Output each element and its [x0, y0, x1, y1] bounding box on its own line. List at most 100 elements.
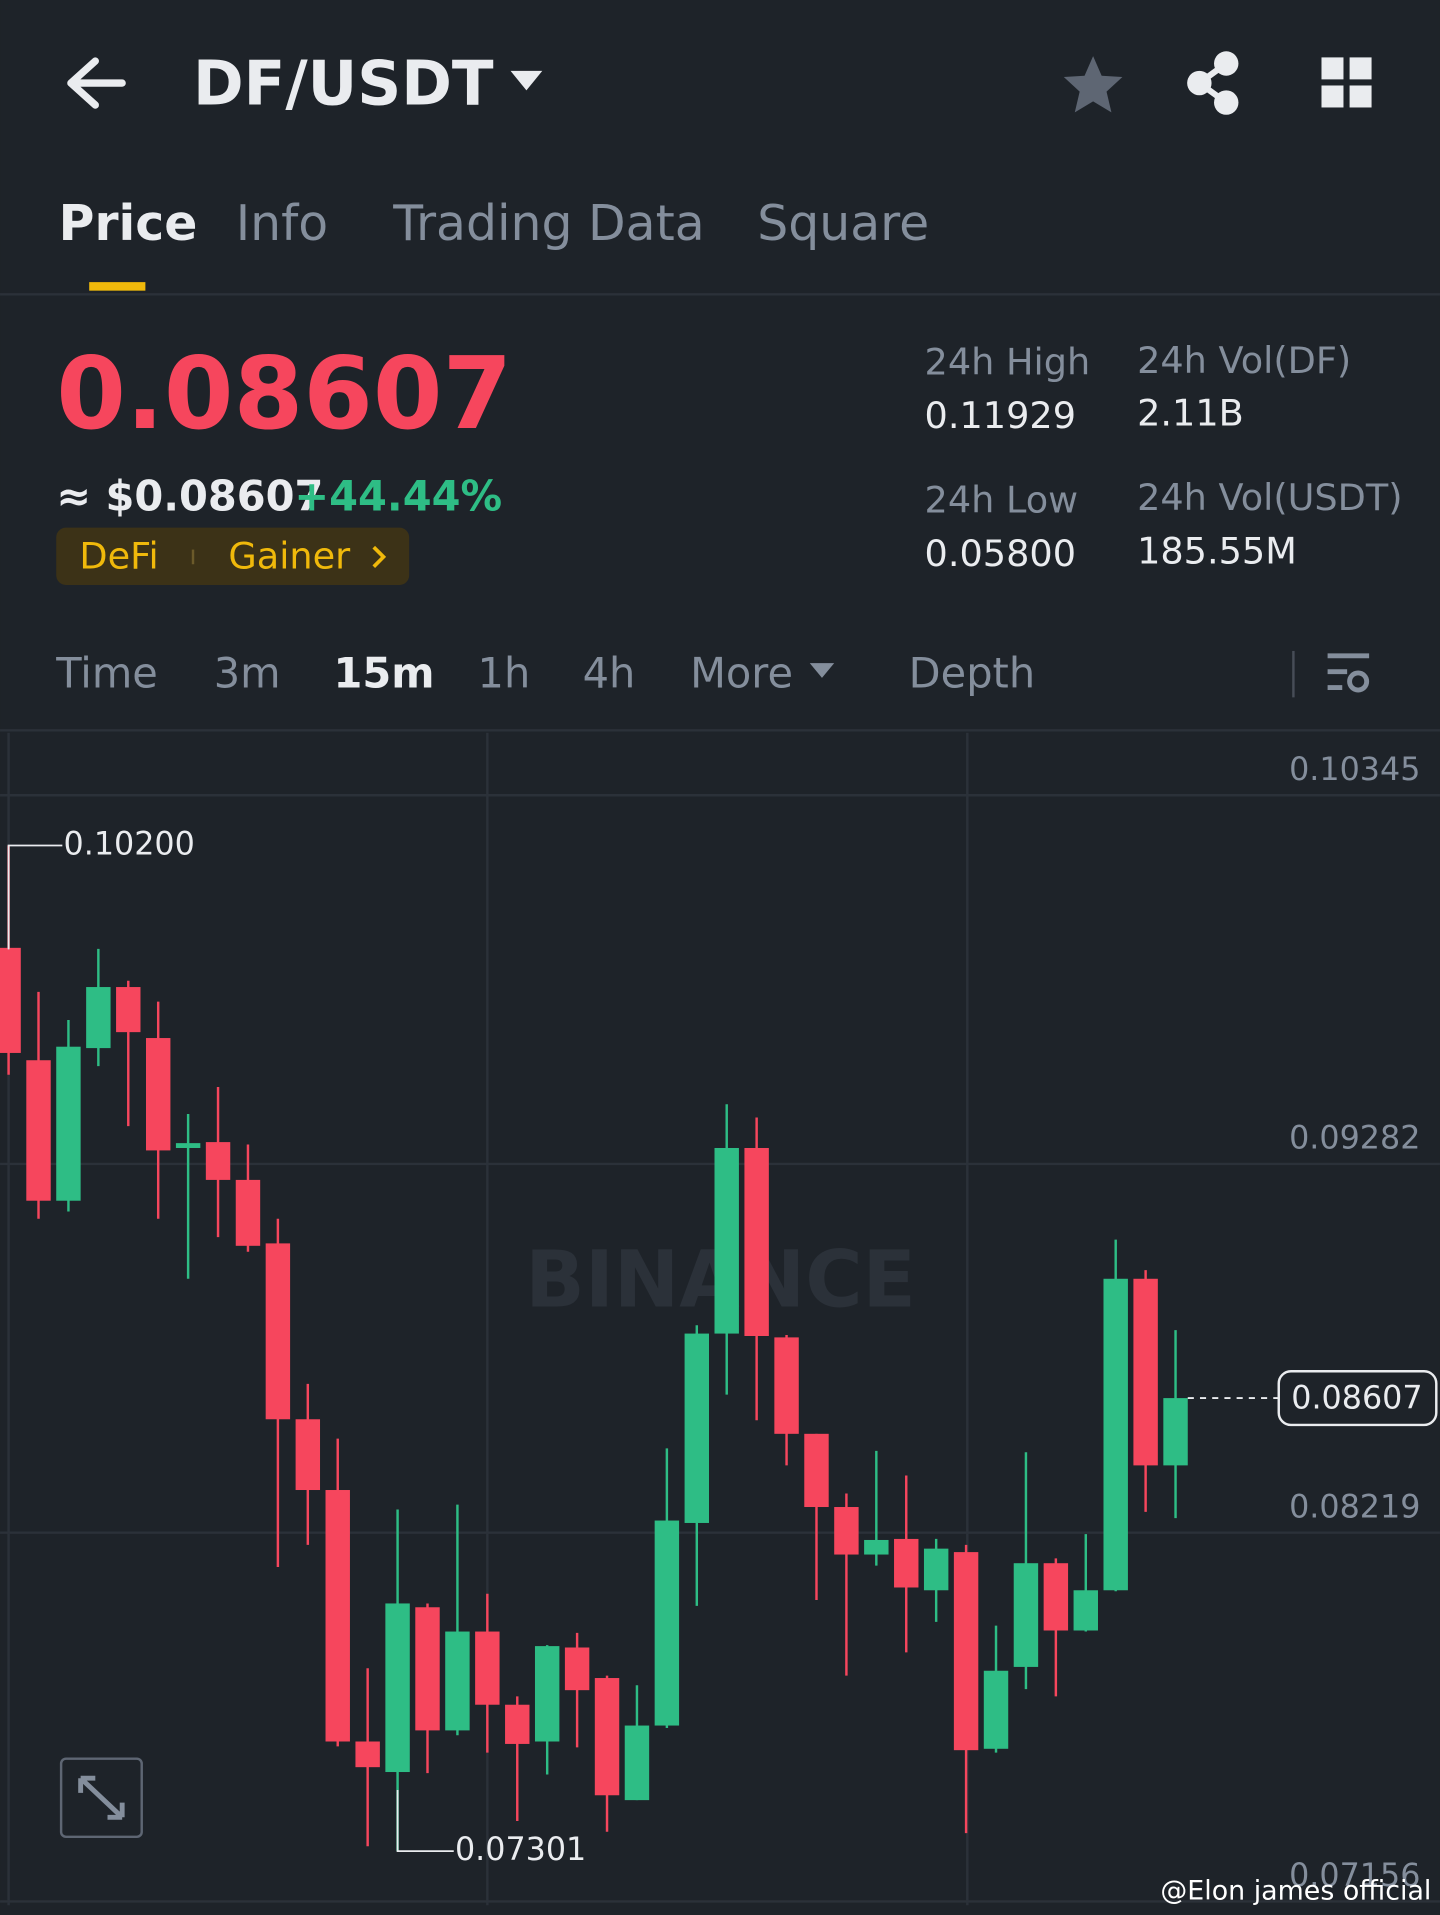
last-price-box [1277, 1370, 1438, 1427]
candle-body [654, 1520, 680, 1726]
candle-body [564, 1647, 590, 1691]
candle-body [475, 1631, 500, 1705]
back-arrow [67, 57, 126, 109]
candle-body [26, 1060, 51, 1201]
candle-body [445, 1631, 470, 1731]
stat-value: 2.11B [1137, 392, 1244, 435]
grid-cell [1321, 85, 1344, 108]
candle-body [175, 1143, 201, 1148]
high-marker-label: 0.10200 [64, 827, 195, 863]
grid-cell [1321, 57, 1344, 80]
last-price: 0.08607 [56, 335, 512, 452]
candle-body [894, 1538, 919, 1588]
candle-body [205, 1142, 231, 1180]
candle-body [744, 1147, 769, 1337]
candle-body [594, 1678, 620, 1796]
grid-cell [1349, 57, 1372, 80]
candle-body [983, 1670, 1009, 1749]
credit: @Elon james official [1160, 1875, 1431, 1906]
tab[interactable]: Square [757, 195, 929, 252]
settings-lines [1327, 653, 1370, 691]
candle-body [1043, 1563, 1069, 1631]
share-icon[interactable] [1187, 51, 1239, 115]
interval[interactable]: Time [55, 649, 158, 698]
settings-gear [1347, 670, 1370, 693]
high-marker-line [7, 844, 63, 950]
y-tick-label: 0.07156 [1289, 1858, 1420, 1894]
candle-body [804, 1433, 829, 1508]
tab[interactable]: Trading Data [392, 195, 704, 252]
tab-indicator [89, 282, 146, 291]
candle-body [0, 947, 21, 1053]
stat-label: 24h Low [925, 478, 1079, 521]
grid-cell [1349, 85, 1372, 108]
candle-body [1133, 1278, 1158, 1466]
tag[interactable]: DeFi [79, 535, 158, 578]
candle-body [385, 1603, 410, 1773]
candle-body [355, 1741, 380, 1768]
share-line [1194, 61, 1229, 106]
interval[interactable]: 4h [583, 649, 636, 698]
interval[interactable]: 1h [478, 649, 531, 698]
candlestick-chart: BINANCE 0.103450.092820.082190.071560.10… [0, 732, 1440, 1906]
price-change: +44.44% [294, 472, 502, 521]
stat-value: 0.11929 [925, 394, 1076, 437]
interval[interactable]: 15m [333, 649, 434, 698]
candle-body [953, 1552, 979, 1751]
tab[interactable]: Info [236, 195, 328, 252]
pair-title[interactable]: DF/USDT [193, 49, 494, 120]
candle-body [265, 1243, 291, 1420]
expand-arrows [78, 1775, 125, 1820]
candle-body [116, 987, 141, 1033]
interval[interactable]: 3m [214, 649, 281, 698]
candle-body [1073, 1590, 1098, 1631]
stat-label: 24h High [925, 340, 1091, 383]
candle-body [56, 1046, 81, 1201]
y-tick-label: 0.08219 [1289, 1489, 1420, 1525]
y-tick-label: 0.10345 [1289, 752, 1420, 788]
candle-body [714, 1147, 739, 1334]
stat-label: 24h Vol(DF) [1137, 339, 1351, 382]
candle-body [1103, 1278, 1128, 1591]
candle-body [864, 1539, 889, 1555]
usd-price: ≈ $0.08607 [56, 472, 323, 521]
y-tick-label: 0.09282 [1289, 1121, 1420, 1157]
low-marker-label: 0.07301 [455, 1832, 586, 1868]
chart-settings-icon[interactable] [1327, 653, 1370, 693]
candle-body [415, 1607, 440, 1731]
candle-body [325, 1490, 350, 1742]
tag-box[interactable] [56, 527, 410, 586]
candle-body [684, 1333, 710, 1523]
tag[interactable]: Gainer [228, 535, 351, 578]
candle-body [295, 1419, 321, 1491]
low-marker-line [396, 1790, 454, 1853]
stat-value: 185.55M [1137, 530, 1297, 573]
tab[interactable]: Price [59, 195, 198, 252]
candle-body [145, 1038, 171, 1151]
last-price-label: 0.08607 [1291, 1380, 1422, 1416]
candle-body [624, 1725, 650, 1801]
interval[interactable]: More [690, 649, 793, 698]
candle-body [834, 1507, 859, 1555]
candle-body [774, 1337, 799, 1434]
stat-value: 0.05800 [925, 532, 1076, 575]
back-button[interactable] [67, 57, 126, 109]
favorite-icon[interactable] [1063, 56, 1123, 113]
candle-body [1163, 1398, 1188, 1466]
more-caret [809, 663, 835, 678]
expand-button[interactable] [59, 1757, 143, 1839]
pair-dropdown[interactable] [510, 70, 543, 91]
expand-box [59, 1757, 143, 1839]
grid-menu-icon[interactable] [1321, 57, 1372, 108]
interval[interactable]: Depth [909, 649, 1035, 698]
stat-label: 24h Vol(USDT) [1137, 476, 1402, 519]
candle-body [923, 1548, 949, 1591]
candle-body [1013, 1563, 1039, 1667]
tag-chevron [372, 545, 387, 568]
candle-body [505, 1704, 530, 1744]
candle-body [86, 987, 111, 1049]
candle-body [534, 1646, 560, 1742]
